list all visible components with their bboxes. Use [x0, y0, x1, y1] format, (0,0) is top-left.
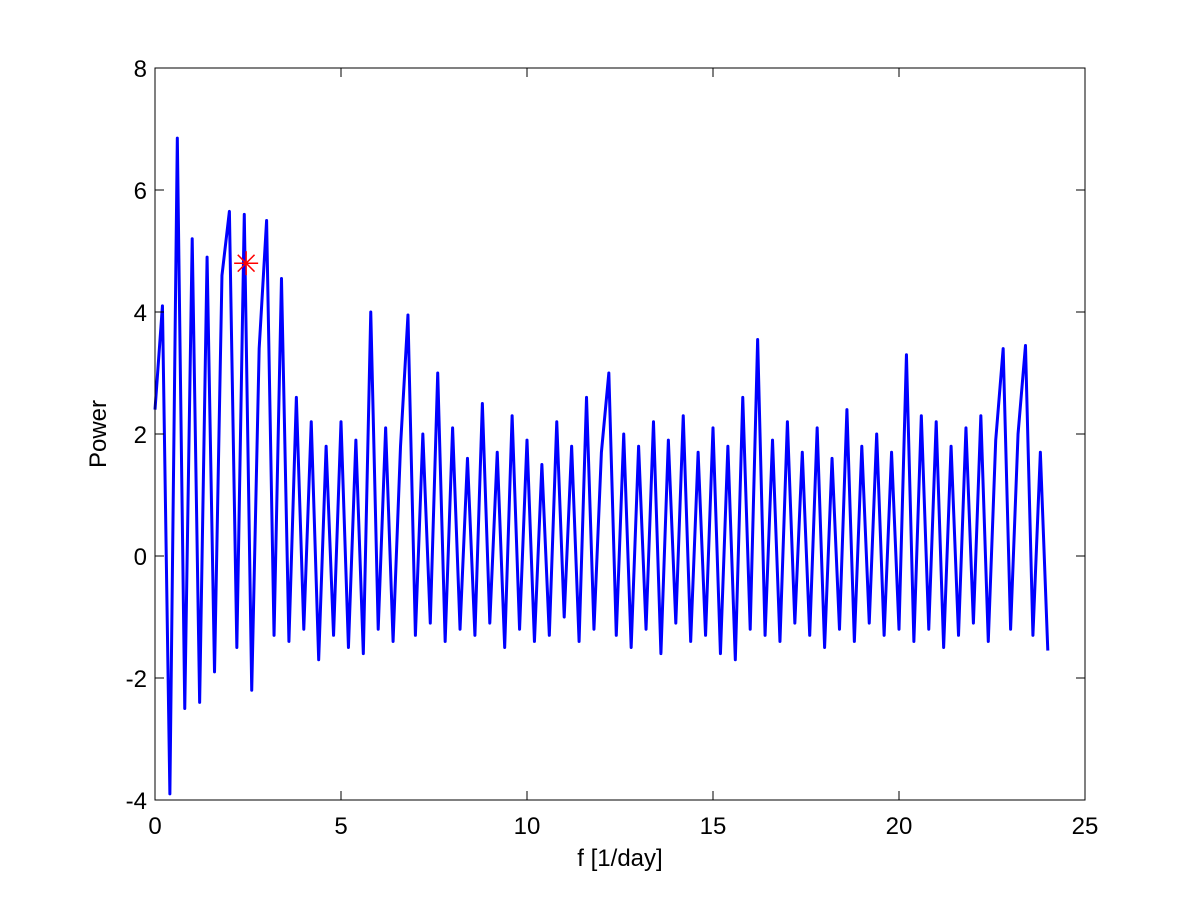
- y-axis-label: Power: [85, 400, 112, 468]
- x-tick-label: 10: [514, 813, 541, 840]
- y-tick-label: -4: [126, 788, 147, 815]
- star-stroke: [237, 254, 256, 273]
- x-tick-label: 5: [334, 813, 347, 840]
- x-axis-label: f [1/day]: [577, 845, 662, 872]
- y-tick-label: 8: [134, 56, 147, 83]
- x-tick-label: 20: [886, 813, 913, 840]
- y-tick-label: 0: [134, 544, 147, 571]
- y-tick-label: 2: [134, 422, 147, 449]
- y-tick-label: -2: [126, 666, 147, 693]
- y-tick-label: 6: [134, 178, 147, 205]
- data-line: [153, 136, 1050, 796]
- x-tick-label: 0: [148, 813, 161, 840]
- star-marker: [234, 251, 259, 276]
- x-tick-label: 15: [700, 813, 727, 840]
- x-tick-label: 25: [1072, 813, 1099, 840]
- y-tick-label: 4: [134, 300, 147, 327]
